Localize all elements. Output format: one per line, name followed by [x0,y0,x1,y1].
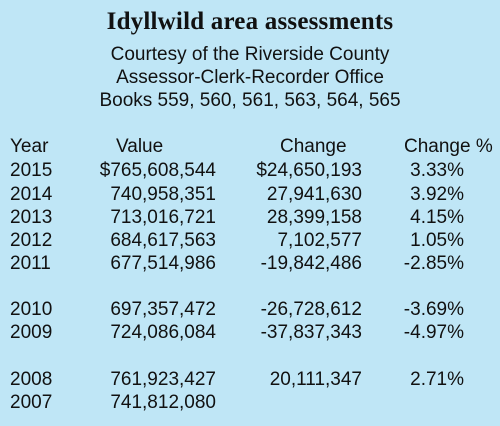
cell-change-pct: 4.15% [410,207,464,228]
cell-value: 761,923,427 [110,369,216,390]
cell-value: 697,357,472 [110,299,216,320]
cell-change: 20,111,347 [269,369,362,390]
cell-year: 2010 [10,299,53,320]
cell-value: $765,608,544 [99,160,216,181]
cell-change: -19,842,486 [260,253,362,274]
cell-change: 27,941,630 [266,184,362,205]
cell-change: -37,837,343 [260,322,362,343]
cell-change: 28,399,158 [266,207,362,228]
table-row: 2010 697,357,472 -26,728,612 -3.69% [0,299,500,321]
cell-change-pct: -4.97% [403,322,464,343]
cell-value: 724,086,084 [110,322,216,343]
table-row: 2007 741,812,080 [0,392,500,414]
cell-year: 2008 [10,369,53,390]
subtitle-line: Books 559, 560, 561, 563, 564, 565 [99,90,401,111]
cell-change-pct: 2.71% [410,369,464,390]
cell-year: 2015 [10,160,53,181]
cell-change-pct: 3.92% [410,184,464,205]
cell-year: 2012 [10,230,53,251]
table-row: 2012 684,617,563 7,102,577 1.05% [0,230,500,252]
cell-year: 2009 [10,322,53,343]
cell-year: 2014 [10,184,53,205]
subtitle-line: Courtesy of the Riverside County [110,44,390,65]
cell-value: 740,958,351 [110,184,216,205]
page-title: Idyllwild area assessments [106,8,394,35]
cell-value: 741,812,080 [110,392,216,413]
cell-change: $24,650,193 [256,160,362,181]
header-year: Year [10,136,49,157]
table-row: 2011 677,514,986 -19,842,486 -2.85% [0,253,500,275]
cell-change: 7,102,577 [277,230,362,251]
table-header: Year Value Change Change % [0,136,500,158]
table-row: 2014 740,958,351 27,941,630 3.92% [0,184,500,206]
cell-change: -26,728,612 [260,299,362,320]
table-row: 2008 761,923,427 20,111,347 2.71% [0,369,500,391]
cell-change-pct: -3.69% [403,299,464,320]
header-change: Change [280,136,347,157]
table-row: 2013 713,016,721 28,399,158 4.15% [0,207,500,229]
header-change-pct: Change % [404,136,493,157]
header-value: Value [116,136,164,157]
cell-value: 684,617,563 [110,230,216,251]
cell-year: 2011 [10,253,51,274]
cell-change-pct: 1.05% [410,230,464,251]
cell-value: 677,514,986 [110,253,216,274]
cell-value: 713,016,721 [110,207,216,228]
cell-change-pct: 3.33% [410,160,464,181]
subtitle-line: Assessor-Clerk-Recorder Office [116,67,384,88]
table-row: 2015 $765,608,544 $24,650,193 3.33% [0,160,500,182]
cell-year: 2007 [10,392,53,413]
table-row: 2009 724,086,084 -37,837,343 -4.97% [0,322,500,344]
cell-change-pct: -2.85% [403,253,464,274]
cell-year: 2013 [10,207,53,228]
